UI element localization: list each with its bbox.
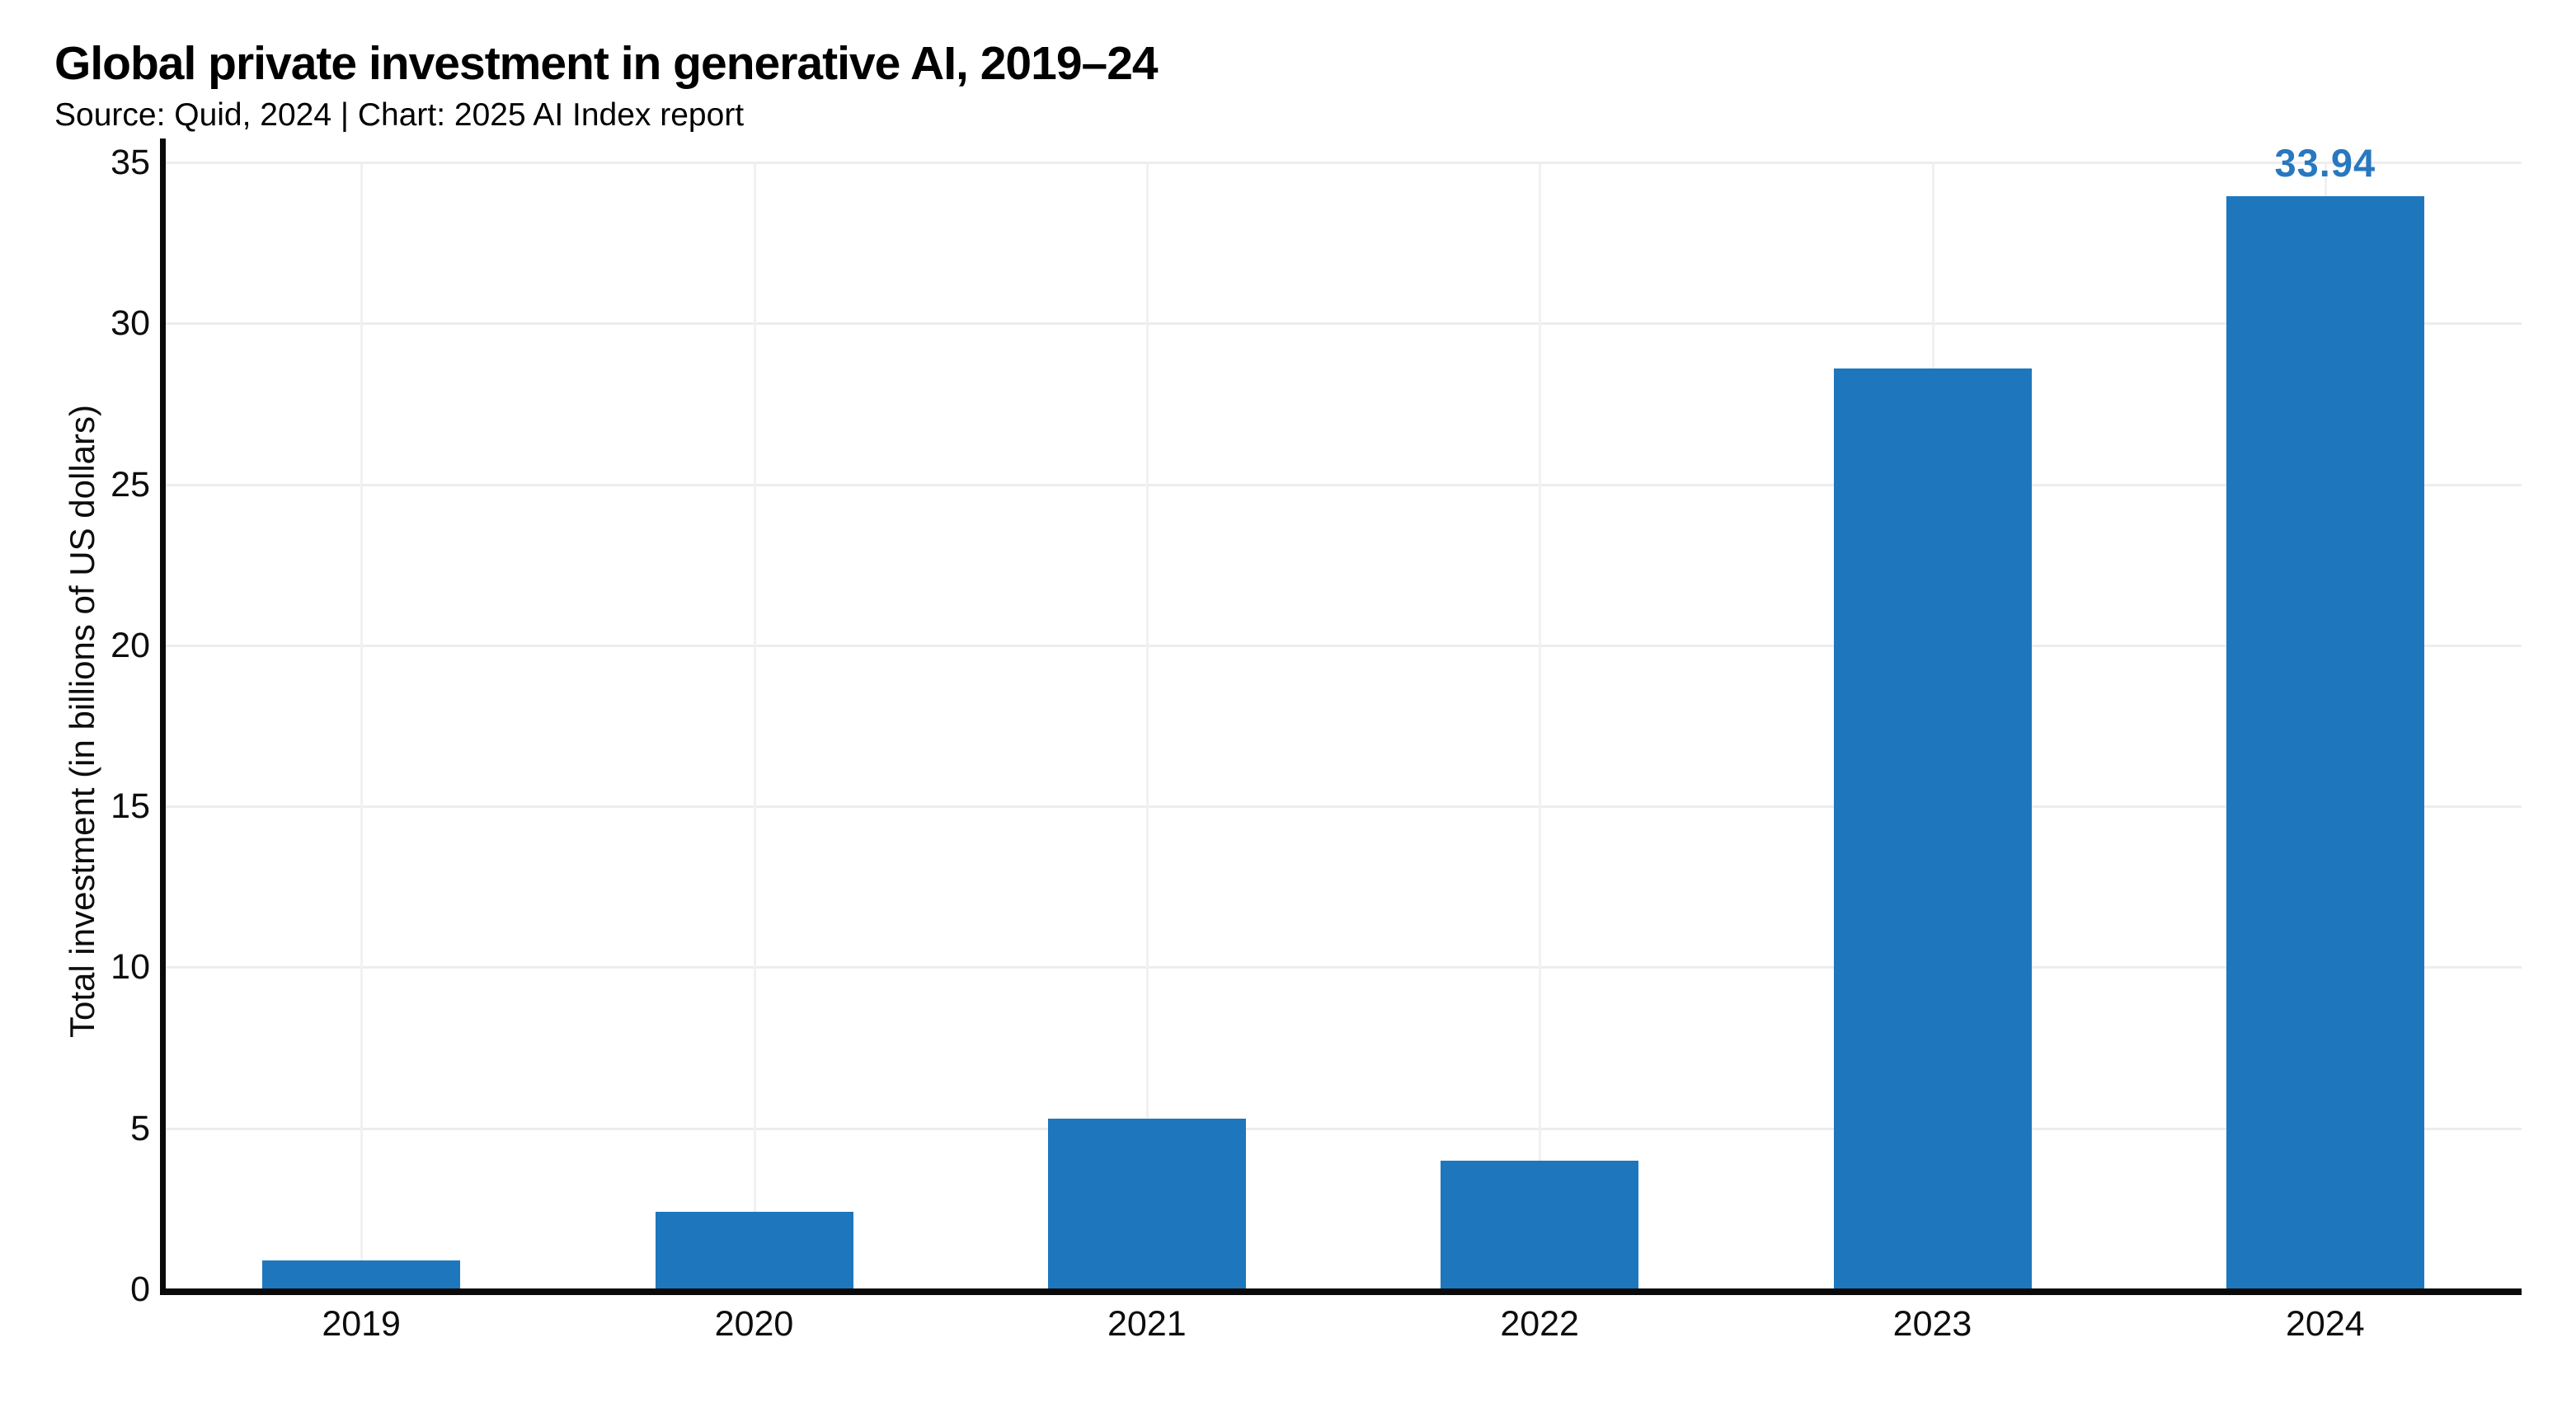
- gridline-y-20: [165, 644, 2522, 647]
- x-tick-label-2022: 2022: [1500, 1304, 1579, 1344]
- gridline-x-2020: [753, 162, 756, 1289]
- bar-2020: [655, 1212, 853, 1289]
- y-tick-label-0: 0: [130, 1270, 150, 1309]
- bar-value-label-2024: 33.94: [2274, 141, 2376, 185]
- gridline-y-10: [165, 966, 2522, 969]
- bar-2021: [1047, 1119, 1246, 1289]
- x-tick-label-2019: 2019: [322, 1304, 401, 1344]
- chart-title: Global private investment in generative …: [54, 37, 1159, 90]
- y-tick-label-10: 10: [110, 947, 150, 988]
- x-tick-label-2024: 2024: [2285, 1304, 2365, 1344]
- gridline-x-2022: [1539, 162, 1542, 1289]
- bar-2023: [1833, 368, 2032, 1289]
- bar-2022: [1441, 1160, 1639, 1289]
- chart-source-caption: Source: Quid, 2024 | Chart: 2025 AI Inde…: [54, 97, 745, 133]
- x-tick-label-2021: 2021: [1107, 1304, 1187, 1344]
- gridline-y-25: [165, 483, 2522, 486]
- gridline-y-15: [165, 805, 2522, 809]
- plot-area: 33.94: [165, 141, 2522, 1289]
- y-tick-label-30: 30: [110, 303, 150, 344]
- y-tick-label-5: 5: [130, 1108, 150, 1148]
- x-tick-label-2020: 2020: [714, 1304, 794, 1344]
- gridline-x-2021: [1145, 162, 1149, 1289]
- y-axis-line: [160, 138, 166, 1294]
- y-tick-label-15: 15: [110, 786, 150, 827]
- bar-2019: [262, 1260, 461, 1289]
- bar-2024: [2226, 196, 2424, 1289]
- y-tick-label-20: 20: [110, 625, 150, 665]
- gridline-y-30: [165, 322, 2522, 326]
- y-tick-label-35: 35: [110, 143, 150, 182]
- gridline-x-2019: [360, 162, 364, 1289]
- x-axis-line: [160, 1288, 2522, 1295]
- y-tick-label-25: 25: [110, 464, 150, 505]
- gridline-y-35: [165, 162, 2522, 164]
- x-tick-label-2023: 2023: [1892, 1304, 1972, 1344]
- gridline-y-5: [165, 1127, 2522, 1130]
